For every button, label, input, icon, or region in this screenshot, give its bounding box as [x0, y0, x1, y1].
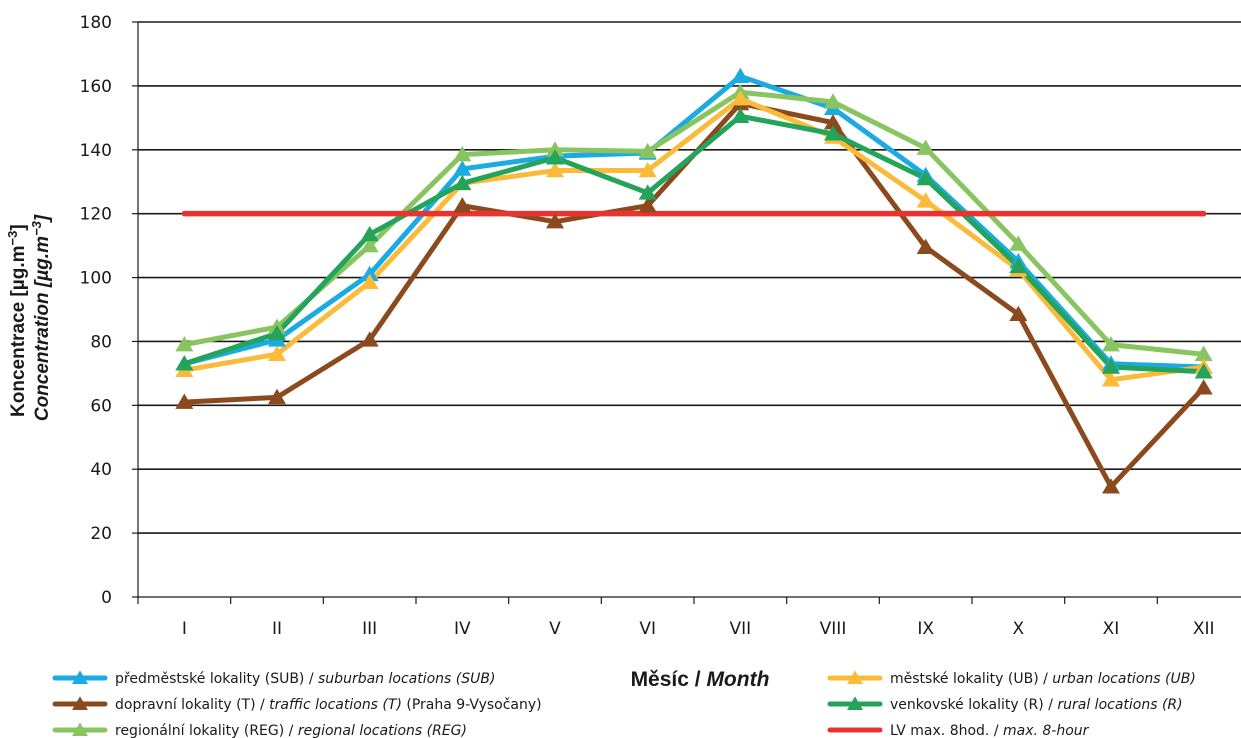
data-point-s1-XI	[1102, 478, 1120, 494]
x-tick-label-XII: XII	[1193, 619, 1215, 639]
x-tick-label-VIII: VIII	[820, 619, 847, 639]
legend-swatch-marker	[847, 670, 863, 684]
series-markers	[175, 67, 1213, 494]
data-point-s2-X	[1009, 235, 1028, 251]
legend-item-2: regionální lokality (REG) / regional loc…	[52, 722, 467, 738]
data-point-s1-XII	[1194, 379, 1213, 395]
data-point-s2-VI	[638, 142, 657, 159]
data-point-s4-III	[360, 225, 379, 242]
series-line-2	[183, 89, 1204, 357]
data-point-s3-II	[268, 345, 286, 361]
legend-label: LV max. 8hod. / max. 8-hour	[890, 723, 1090, 738]
legend-item-0: předměstské lokality (SUB) / suburban lo…	[52, 670, 495, 687]
x-axis-label: Měsíc / Month	[631, 668, 770, 691]
legend-item-5: LV max. 8hod. / max. 8-hour	[827, 723, 1090, 738]
data-point-s4-X	[1009, 257, 1028, 274]
data-point-s4-VI	[638, 184, 657, 200]
data-point-s2-III	[360, 237, 379, 253]
data-point-s1-X	[1009, 305, 1028, 322]
legend-label: venkovské lokality (R) / rural locations…	[890, 697, 1183, 713]
data-point-s4-VII	[731, 107, 750, 123]
y-tick-label-20: 20	[90, 524, 112, 544]
y-axis-label: Koncentrace [µg.m−3] Concentration [µg.m…	[5, 214, 53, 421]
x-axis-ticks: I II III IV V VI VII VIII IX X XI XII	[182, 619, 1215, 639]
y-axis-ticks: 0 20 40 60 80 100 120 140 160 180	[80, 13, 112, 608]
data-point-s3-V	[546, 161, 564, 178]
data-point-s3-VII	[731, 90, 750, 106]
data-point-s3-VI	[638, 161, 657, 178]
y-tick-label-0: 0	[101, 588, 112, 608]
data-point-s1-V	[546, 213, 564, 229]
series-line-4	[183, 113, 1204, 375]
series-lines	[181, 73, 1207, 490]
data-point-s3-XI	[1102, 371, 1120, 387]
data-point-s4-II	[268, 324, 286, 341]
data-point-s1-III	[360, 331, 379, 347]
data-point-s0-III	[360, 265, 379, 282]
data-point-s4-VIII	[824, 125, 842, 141]
data-point-s3-III	[360, 273, 379, 290]
data-point-s2-IX	[916, 139, 935, 155]
legend-swatch-marker	[847, 696, 863, 710]
legend-label: dopravní lokality (T) / traffic location…	[115, 697, 542, 713]
series-line-3	[183, 96, 1205, 383]
x-tick-label-XI: XI	[1103, 619, 1120, 639]
data-point-s0-VII	[731, 67, 750, 84]
data-point-s2-XI	[1102, 336, 1120, 352]
data-point-s2-VIII	[824, 93, 842, 109]
data-point-s4-V	[546, 149, 564, 165]
data-point-s2-I	[175, 336, 194, 352]
x-tick-label-X: X	[1013, 619, 1025, 639]
series-line-0	[183, 73, 1204, 370]
y-tick-label-100: 100	[80, 269, 112, 289]
data-point-s2-V	[546, 141, 564, 157]
x-tick-label-II: II	[272, 619, 282, 639]
data-point-s4-XI	[1102, 358, 1120, 374]
y-tick-label-80: 80	[90, 332, 112, 352]
legend-item-1: dopravní lokality (T) / traffic location…	[52, 696, 542, 713]
legend-swatch-marker	[72, 670, 88, 684]
data-point-s4-I	[175, 355, 194, 371]
x-tick-label-I: I	[182, 619, 187, 639]
x-tick-label-VII: VII	[729, 619, 751, 639]
y-tick-label-120: 120	[80, 205, 112, 225]
x-tick-label-VI: VI	[639, 619, 656, 639]
legend-item-3: městské lokality (UB) / urban locations …	[827, 670, 1196, 687]
data-point-s1-I	[175, 393, 194, 409]
y-tick-label-40: 40	[90, 460, 112, 480]
x-tick-label-III: III	[362, 619, 377, 639]
x-tick-label-IV: IV	[454, 619, 471, 639]
data-point-s4-IV	[453, 174, 472, 191]
y-tick-label-60: 60	[90, 396, 112, 416]
axes	[132, 21, 1241, 604]
data-point-s1-VI	[638, 197, 657, 213]
y-tick-label-180: 180	[80, 13, 112, 33]
legend-label: předměstské lokality (SUB) / suburban lo…	[115, 671, 495, 687]
data-point-s1-IV	[453, 197, 472, 213]
gridlines	[138, 21, 1241, 534]
legend-swatch-marker	[72, 696, 88, 710]
data-point-s4-IX	[916, 169, 935, 186]
data-point-s0-IV	[453, 160, 472, 176]
x-tick-label-V: V	[549, 619, 561, 639]
data-point-s3-IX	[916, 192, 935, 208]
legend-item-4: venkovské lokality (R) / rural locations…	[827, 696, 1183, 713]
data-point-s2-IV	[453, 146, 472, 162]
legend: předměstské lokality (SUB) / suburban lo…	[52, 670, 1196, 738]
legend-label: městské lokality (UB) / urban locations …	[890, 671, 1196, 687]
legend-swatch-marker	[72, 722, 88, 736]
y-tick-label-140: 140	[80, 141, 112, 161]
legend-label: regionální lokality (REG) / regional loc…	[115, 723, 467, 738]
data-point-s1-II	[268, 388, 286, 405]
data-point-s2-XII	[1194, 345, 1213, 361]
x-tick-label-IX: IX	[917, 619, 934, 639]
y-tick-label-160: 160	[80, 77, 112, 97]
data-point-s1-VIII	[824, 114, 842, 130]
data-point-s1-IX	[916, 238, 935, 254]
data-point-s4-XII	[1194, 363, 1213, 379]
